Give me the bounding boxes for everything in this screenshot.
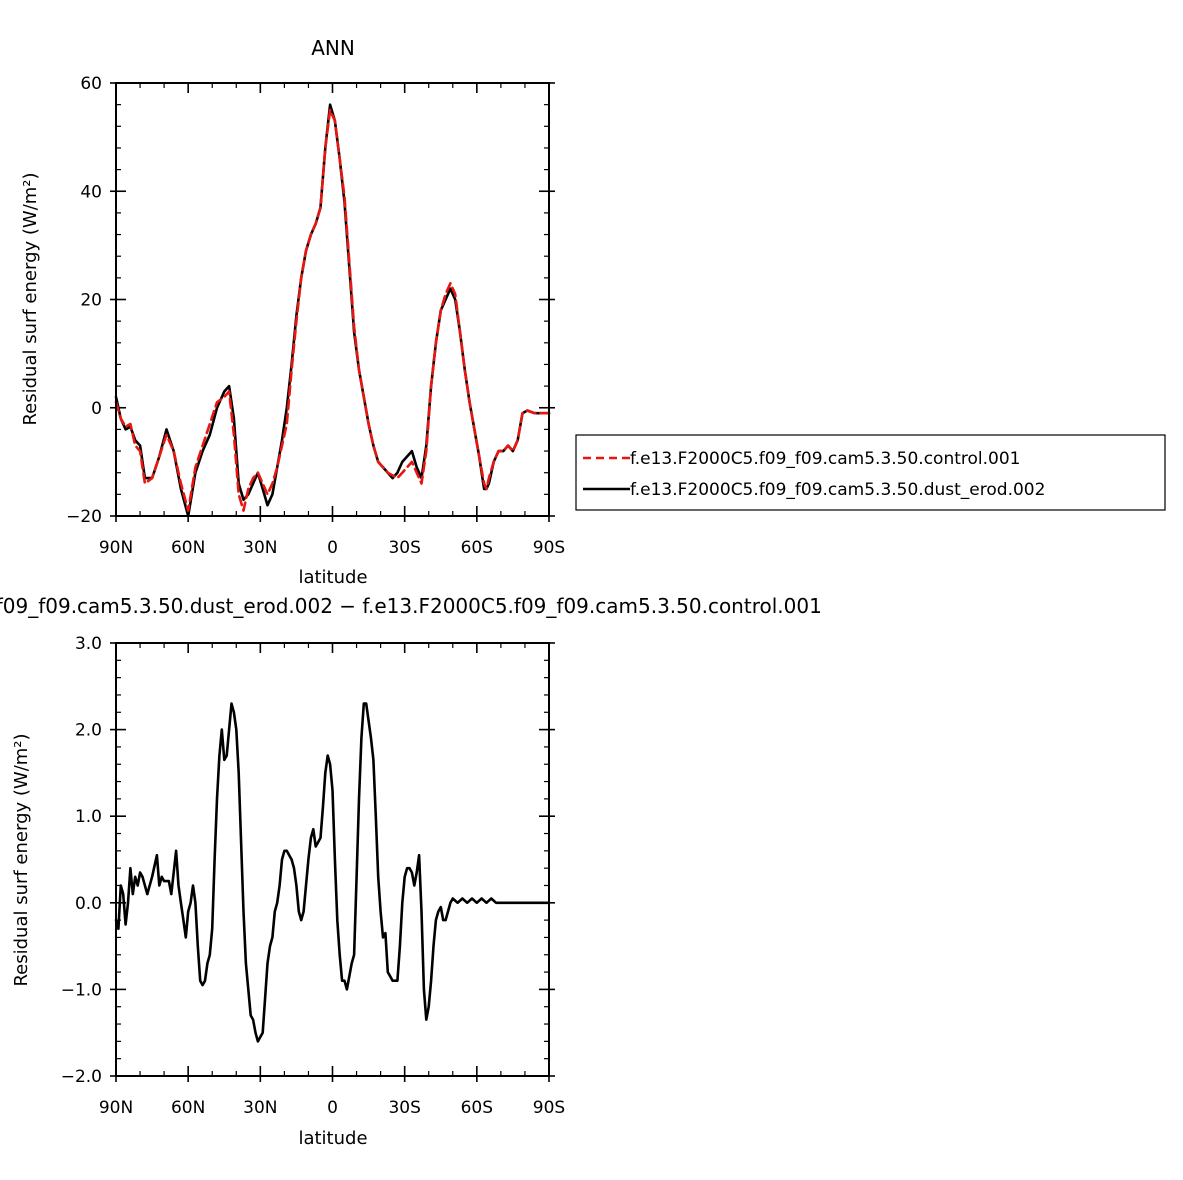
bottom-series-lines [114, 702, 551, 1043]
x-tick-label: 30N [243, 1098, 277, 1118]
y-tick-label: −1.0 [61, 980, 102, 1000]
y-tick-label: 0.0 [75, 894, 102, 914]
legend-entry-dust-erod: f.e13.F2000C5.f09_f09.cam5.3.50.dust_ero… [630, 480, 1045, 500]
x-tick-label: 90N [99, 1098, 133, 1118]
bottom-axis-ticks: 90N 60N 30N 0 30S 60S 90S −2.0 −1.0 0.0 1.0 2.0 3.0 [61, 634, 566, 1118]
series-line-0-1 [114, 103, 551, 518]
top-plot-frame [115, 82, 550, 517]
top-axis-ticks: 90N 60N 30N 0 30S 60S 90S −20 0 20 40 60 [66, 74, 565, 558]
legend-box [575, 434, 1166, 511]
bottom-chart-title: f.e13.F2000C5.f09_f09.cam5.3.50.dust_ero… [0, 594, 822, 618]
x-tick-label: 60N [171, 1098, 205, 1118]
x-tick-label: 90S [533, 538, 565, 558]
y-tick-label: 40 [80, 182, 102, 202]
legend: f.e13.F2000C5.f09_f09.cam5.3.50.control.… [575, 434, 1166, 511]
x-tick-label: 30S [388, 1098, 420, 1118]
bottom-plot-frame [115, 642, 550, 1077]
y-tick-label: 20 [80, 291, 102, 311]
x-tick-label: 60S [461, 538, 493, 558]
top-panel: ANN Residual surf energy (W/m²) latitude… [20, 36, 565, 588]
top-x-axis-label: latitude [298, 567, 367, 588]
x-tick-label: 90N [99, 538, 133, 558]
series-line-0-0 [114, 108, 551, 512]
y-tick-label: −20 [66, 507, 102, 527]
y-tick-label: 60 [80, 74, 102, 94]
legend-entry-control: f.e13.F2000C5.f09_f09.cam5.3.50.control.… [630, 449, 1021, 469]
x-tick-label: 30S [388, 538, 420, 558]
y-tick-label: −2.0 [61, 1067, 102, 1087]
x-tick-label: 0 [327, 538, 338, 558]
y-tick-label: 1.0 [75, 807, 102, 827]
x-tick-label: 0 [327, 1098, 338, 1118]
x-tick-label: 60S [461, 1098, 493, 1118]
y-tick-label: 2.0 [75, 721, 102, 741]
x-tick-label: 30N [243, 538, 277, 558]
series-line-1-0 [114, 702, 551, 1043]
bottom-panel: f.e13.F2000C5.f09_f09.cam5.3.50.dust_ero… [0, 594, 822, 1149]
x-tick-label: 90S [533, 1098, 565, 1118]
bottom-x-axis-label: latitude [298, 1128, 367, 1149]
y-tick-label: 3.0 [75, 634, 102, 654]
x-tick-label: 60N [171, 538, 205, 558]
bottom-y-axis-label: Residual surf energy (W/m²) [11, 733, 32, 986]
top-series-lines [114, 103, 551, 518]
y-tick-label: 0 [91, 399, 102, 419]
top-y-axis-label: Residual surf energy (W/m²) [20, 172, 41, 425]
top-chart-title: ANN [311, 36, 355, 60]
